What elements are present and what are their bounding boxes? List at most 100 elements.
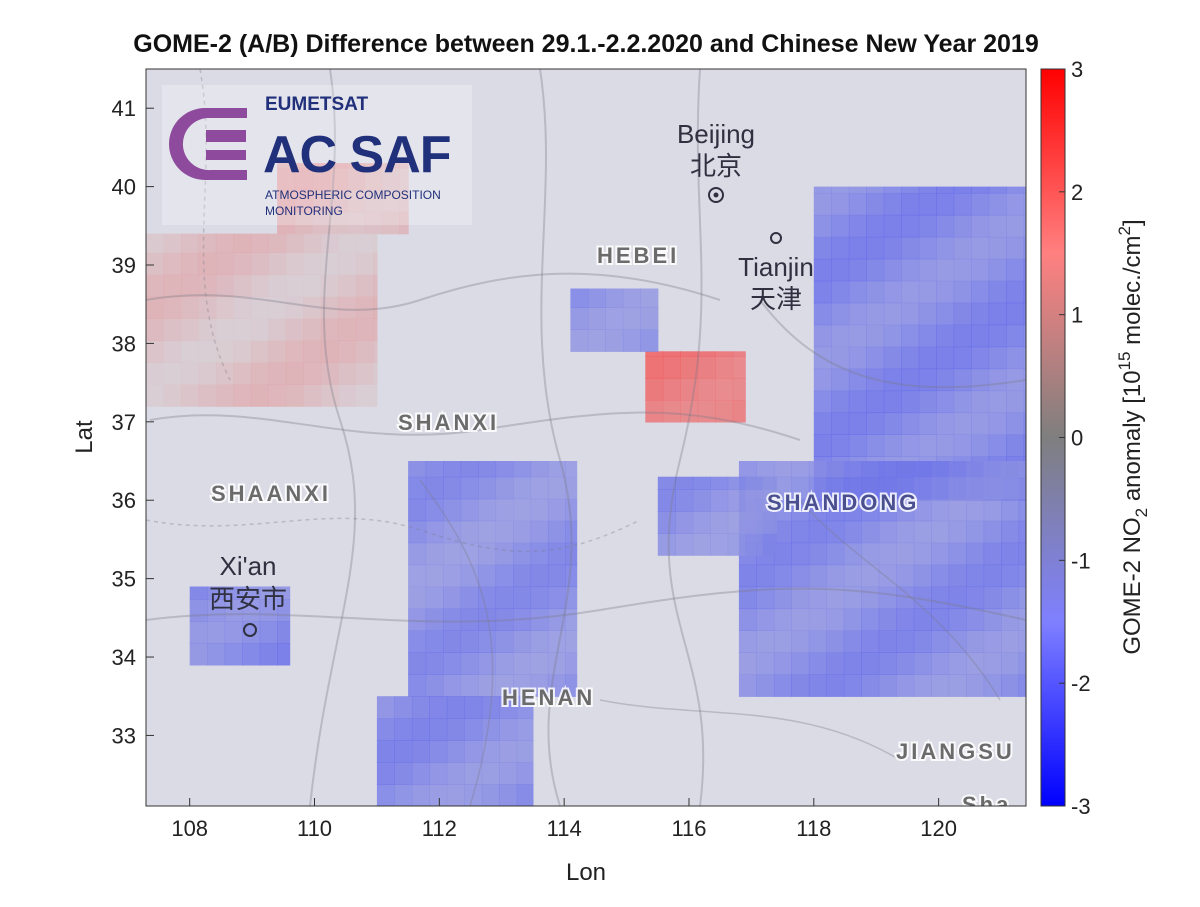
anomaly-cell	[901, 214, 920, 238]
anomaly-cell	[259, 621, 278, 644]
city-marker-xian	[243, 623, 257, 637]
city-label-xian-zh: 西安市	[209, 584, 287, 614]
logo-name: AC SAF	[263, 126, 451, 184]
anomaly-cell	[831, 412, 850, 435]
anomaly-cell	[988, 186, 1007, 194]
anomaly-cell	[878, 461, 897, 478]
anomaly-cell	[1006, 236, 1025, 260]
anomaly-cell	[808, 652, 827, 675]
anomaly-cell	[813, 236, 832, 260]
anomaly-cell	[826, 498, 845, 522]
anomaly-cell	[918, 258, 937, 282]
anomaly-cell	[478, 476, 497, 500]
anomaly-cell	[277, 586, 291, 600]
anomaly-cell	[408, 652, 427, 675]
anomaly-cell	[756, 564, 775, 588]
anomaly-cell	[948, 520, 967, 544]
anomaly-grid	[146, 163, 1026, 806]
anomaly-cell	[622, 329, 641, 352]
anomaly-cell	[329, 189, 348, 213]
anomaly-cell	[277, 189, 296, 213]
anomaly-cell	[861, 542, 880, 566]
anomaly-cell	[146, 252, 165, 276]
anomaly-cell	[233, 274, 252, 297]
anomaly-cell	[215, 340, 234, 363]
anomaly-cell	[464, 718, 483, 741]
anomaly-cell	[831, 186, 850, 194]
anomaly-cell	[408, 476, 427, 500]
anomaly-cell	[732, 351, 746, 357]
anomaly-cell	[215, 296, 234, 319]
anomaly-cell	[896, 630, 915, 653]
anomaly-cell	[931, 542, 950, 566]
anomaly-cell	[843, 461, 862, 478]
anomaly-cell	[1006, 412, 1025, 435]
anomaly-cell	[953, 302, 972, 326]
anomaly-cell	[662, 399, 681, 423]
anomaly-cell	[971, 280, 990, 304]
city-marker-beijing	[708, 187, 724, 203]
anomaly-cell	[1018, 652, 1026, 675]
anomaly-cell	[662, 351, 681, 357]
anomaly-cell	[675, 511, 694, 534]
anomaly-cell	[1023, 214, 1026, 238]
anomaly-cell	[224, 586, 243, 600]
anomaly-cell	[1001, 476, 1020, 500]
anomaly-cell	[931, 476, 950, 500]
anomaly-cell	[813, 434, 832, 457]
anomaly-cell	[189, 621, 208, 644]
x-axis-ticks: 108 110 112 114 116 118 120	[171, 798, 957, 841]
anomaly-cell	[443, 608, 462, 631]
anomaly-cell	[773, 498, 792, 522]
anomaly-cell	[189, 642, 208, 666]
anomaly-cell	[285, 233, 304, 253]
anomaly-cell	[189, 599, 208, 622]
anomaly-cell	[983, 542, 1002, 566]
anomaly-cell	[495, 476, 514, 500]
anomaly-cell	[645, 356, 664, 379]
anomaly-cell	[966, 674, 985, 697]
anomaly-cell	[294, 189, 313, 213]
anomaly-cell	[1006, 192, 1025, 216]
anomaly-cell	[948, 674, 967, 697]
anomaly-cell	[953, 368, 972, 392]
anomaly-cell	[831, 258, 850, 282]
anomaly-cell	[146, 233, 165, 253]
anomaly-cell	[861, 498, 880, 522]
anomaly-cell	[866, 302, 885, 326]
anomaly-cell	[878, 608, 897, 631]
anomaly-cell	[948, 461, 967, 478]
anomaly-cell	[338, 233, 357, 253]
anomaly-cell	[988, 280, 1007, 304]
anomaly-cell	[1023, 346, 1026, 370]
anomaly-cell	[146, 296, 165, 319]
anomaly-cell	[411, 784, 430, 806]
anomaly-cell	[1006, 186, 1025, 194]
anomaly-cell	[425, 674, 444, 697]
anomaly-cell	[896, 564, 915, 588]
anomaly-cell	[181, 384, 200, 407]
anomaly-cell	[831, 236, 850, 260]
anomaly-cell	[530, 520, 549, 544]
anomaly-cell	[1001, 674, 1020, 697]
y-tick-label: 38	[112, 331, 136, 356]
anomaly-cell	[1023, 280, 1026, 304]
anomaly-cell	[1001, 564, 1020, 588]
anomaly-cell	[657, 533, 676, 556]
anomaly-cell	[756, 652, 775, 675]
city-label-beijing-zh: 北京	[690, 151, 742, 181]
anomaly-cell	[495, 586, 514, 610]
anomaly-cell	[791, 630, 810, 653]
anomaly-cell	[320, 318, 339, 341]
anomaly-cell	[918, 236, 937, 260]
anomaly-cell	[762, 533, 777, 556]
anomaly-cell	[460, 674, 479, 697]
anomaly-cell	[791, 564, 810, 588]
anomaly-cell	[478, 542, 497, 566]
road	[309, 69, 357, 806]
anomaly-cell	[831, 302, 850, 326]
anomaly-cell	[181, 340, 200, 363]
anomaly-cell	[338, 340, 357, 363]
anomaly-cell	[250, 340, 269, 363]
anomaly-cell	[285, 340, 304, 363]
